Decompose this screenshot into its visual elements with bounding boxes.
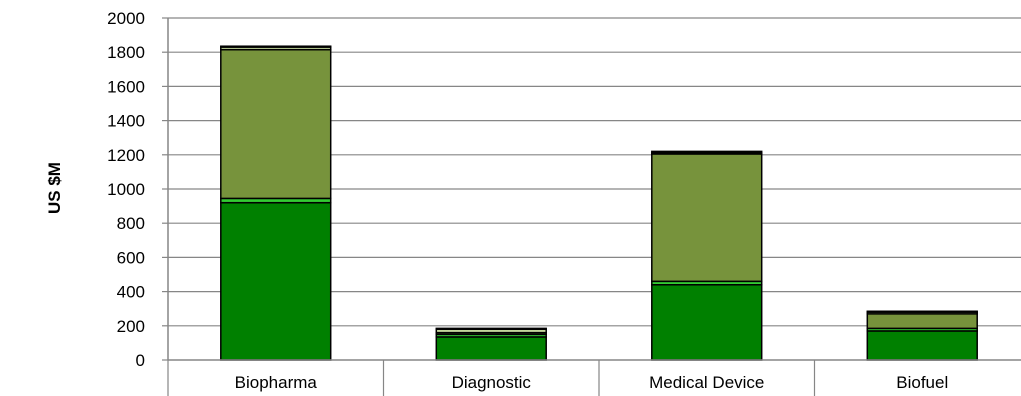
y-tick-label-1400: 1400 [107,112,145,131]
y-tick-label-1000: 1000 [107,180,145,199]
y-tick-label-200: 200 [117,317,145,336]
bar-biopharma-segment-1 [220,201,332,361]
bars [220,45,978,361]
bar-biofuel-segment-5 [866,310,978,313]
y-tick-label-1600: 1600 [107,77,145,96]
x-tick-label-biopharma: Biopharma [235,373,318,392]
x-tick-label-diagnostic: Diagnostic [452,373,532,392]
bar-medical-device-segment-1 [651,284,763,361]
y-tick-label-0: 0 [136,351,145,370]
bar-medical-device-segment-3 [651,153,763,283]
bar-diagnostic-segment-1 [435,336,547,361]
axes [162,17,1021,396]
y-tick-label-400: 400 [117,283,145,302]
labels: 0 200 400 600 800 1000 1200 1400 1600 1800 2000 Bio… [107,9,948,392]
bar-biofuel-segment-1 [866,330,978,361]
bar-biofuel-segment-3 [866,313,978,330]
y-tick-label-2000: 2000 [107,9,145,28]
x-tick-label-medical-device: Medical Device [649,373,764,392]
y-tick-label-800: 800 [117,214,145,233]
y-tick-label-1800: 1800 [107,43,145,62]
y-axis-title: US $M [45,162,64,214]
bar-biopharma-segment-3 [220,48,332,200]
bar-medical-device-segment-5 [651,150,763,154]
y-tick-label-600: 600 [117,248,145,267]
bar-diagnostic-segment-5 [435,327,547,330]
x-tick-label-biofuel: Biofuel [896,373,948,392]
y-tick-label-1200: 1200 [107,146,145,165]
bar-biopharma-segment-5 [220,45,332,48]
